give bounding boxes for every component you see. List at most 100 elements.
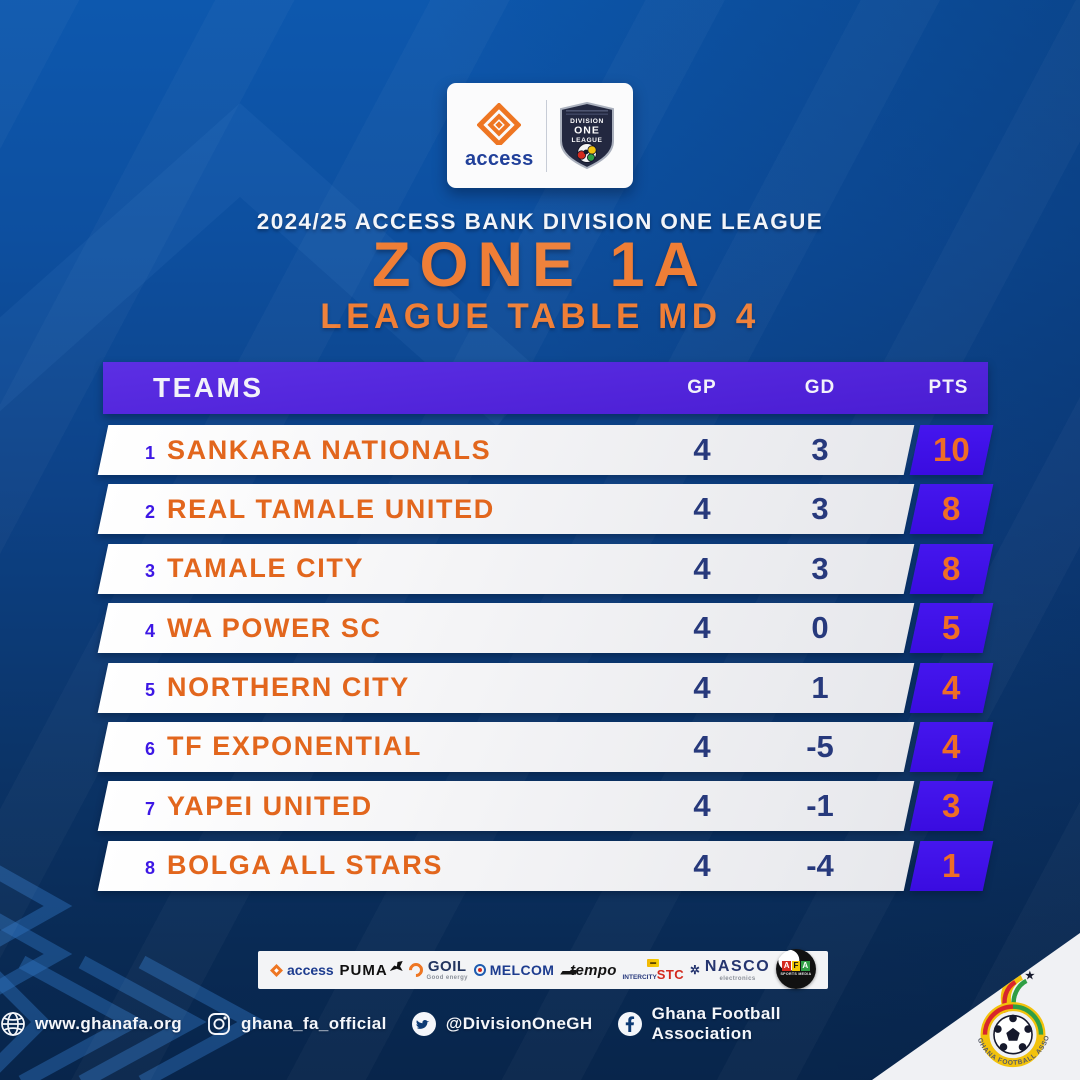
- sponsor-label: MELCOM: [489, 962, 555, 978]
- pts-block: 5: [909, 603, 994, 654]
- gp-value: 4: [693, 550, 711, 586]
- pts-value: 1: [942, 846, 961, 884]
- table-row: 1 SANKARA NATIONALS 4 3 10: [103, 425, 994, 475]
- instagram-icon: [208, 1013, 230, 1035]
- pts-block: 4: [909, 721, 994, 772]
- table-row: 5 NORTHERN CITY 4 1 4: [103, 662, 994, 713]
- badge-line1: DIVISION: [570, 118, 604, 125]
- gp-value: 4: [693, 728, 711, 764]
- pts-value: 8: [942, 549, 961, 587]
- team-name: TF EXPONENTIAL: [167, 731, 422, 762]
- sponsor-logo-tempo: tempo: [560, 963, 617, 978]
- rank: 2: [144, 501, 155, 522]
- pts-block: 8: [909, 543, 994, 594]
- team-name: BOLGA ALL STARS: [167, 850, 443, 881]
- zone-title: ZONE 1A: [371, 230, 709, 300]
- table-row: 3 TAMALE CITY 4 3 8: [103, 543, 994, 594]
- league-table-subtitle: LEAGUE TABLE MD 4: [320, 297, 760, 336]
- gd-value: 3: [811, 432, 829, 467]
- gd-value: 3: [811, 491, 829, 527]
- team-name: REAL TAMALE UNITED: [167, 493, 495, 524]
- team-name: YAPEI UNITED: [167, 790, 373, 821]
- sponsor-label: STC: [656, 966, 684, 982]
- gd-value: 1: [811, 669, 829, 705]
- gp-value: 4: [693, 788, 711, 824]
- afa-letter: A: [782, 961, 792, 971]
- league-table: TEAMS GP GD PTS 1 SANKARA NATIONALS 4 3 1…: [103, 362, 994, 900]
- globe-icon: [1, 1012, 25, 1036]
- pts-value: 8: [942, 490, 961, 528]
- team-name: WA POWER SC: [167, 612, 382, 643]
- sponsor-logo-intercity-stc: ▬ INTERCITY STC: [622, 958, 684, 982]
- gp-value: 4: [693, 669, 711, 705]
- table-row: 6 TF EXPONENTIAL 4 -5 4: [103, 721, 994, 772]
- gp-value: 4: [693, 491, 711, 527]
- sponsor-logo-puma: PUMA: [339, 961, 403, 979]
- team-name: TAMALE CITY: [167, 553, 365, 584]
- sponsor-label: GOIL: [427, 958, 467, 975]
- twitter-item: @DivisionOneGH: [411, 1011, 593, 1037]
- division-one-league-badge: DIVISION ONE LEAGUE: [560, 101, 615, 169]
- instagram-item: ghana_fa_official: [206, 1011, 387, 1037]
- goil-icon: [405, 960, 426, 980]
- tempo-truck-icon: [560, 969, 577, 975]
- twitter-handle: @DivisionOneGH: [445, 1014, 593, 1033]
- table-row: 7 YAPEI UNITED 4 -1 3: [103, 781, 994, 832]
- pts-value: 3: [942, 787, 961, 825]
- badge-line3: LEAGUE: [571, 137, 602, 144]
- column-header-pts: PTS: [928, 377, 969, 398]
- table-row: 4 WA POWER SC 4 0 5: [103, 603, 994, 654]
- sponsor-label: PUMA: [339, 961, 388, 979]
- competition-title: 2024/25 ACCESS BANK DIVISION ONE LEAGUE: [256, 209, 824, 234]
- team-name: NORTHERN CITY: [167, 672, 410, 703]
- facebook-page: Ghana Football Association: [651, 1004, 781, 1043]
- pts-value: 4: [942, 727, 961, 765]
- pts-value: 10: [933, 431, 970, 468]
- afa-letter: F: [792, 961, 800, 971]
- rank: 5: [144, 680, 155, 701]
- access-diamond-icon: [477, 102, 522, 145]
- stc-bus-icon: ▬: [647, 958, 660, 967]
- sponsor-tagline: SPORTS MEDIA: [780, 972, 812, 976]
- black-star: ★: [1024, 969, 1035, 983]
- gd-value: 0: [811, 610, 829, 646]
- facebook-icon: [617, 1012, 642, 1036]
- nasco-flake-icon: ✲: [689, 963, 700, 977]
- column-header-teams: TEAMS: [153, 372, 264, 403]
- gd-value: -1: [806, 788, 834, 824]
- sponsor-logo-goil: GOIL Good energy: [405, 958, 468, 981]
- table-row: 8 BOLGA ALL STARS 4 -4 1: [103, 840, 994, 891]
- pts-value: 4: [942, 668, 961, 706]
- column-header-gd: GD: [804, 377, 836, 398]
- gd-value: -4: [806, 847, 834, 883]
- sponsor-bar: access PUMA GOIL Good energy MELCOM temp…: [258, 948, 828, 989]
- gfa-corner: ★ GHANA FOOTBALL ASSOCIATION: [872, 933, 1080, 1080]
- gp-value: 4: [693, 610, 711, 646]
- rank: 3: [144, 561, 155, 582]
- pts-block: 3: [909, 781, 994, 832]
- facebook-item: Ghana Football Association: [617, 1004, 880, 1044]
- gp-value: 4: [693, 432, 711, 467]
- sponsor-logo-melcom: MELCOM: [473, 962, 555, 978]
- afa-letter: A: [800, 961, 810, 971]
- gd-value: 3: [811, 550, 829, 586]
- sponsor-logo-nasco: ✲ NASCO electronics: [689, 957, 771, 982]
- pts-block: 8: [909, 484, 994, 535]
- sponsor-tagline: electronics: [719, 975, 756, 982]
- table-row: 2 REAL TAMALE UNITED 4 3 8: [103, 484, 994, 535]
- badge-line2: ONE: [574, 124, 600, 136]
- sponsor-label: NASCO: [704, 957, 771, 975]
- sponsor-tagline: INTERCITY: [622, 973, 657, 981]
- website-text: www.ghanafa.org: [35, 1014, 183, 1033]
- rank: 8: [144, 858, 155, 879]
- pts-block: 1: [909, 840, 994, 891]
- footer-social-row: www.ghanafa.org ghana_fa_official @Divis…: [0, 1004, 880, 1044]
- gp-value: 4: [693, 847, 711, 883]
- twitter-icon: [411, 1012, 436, 1036]
- access-wordmark: access: [464, 147, 534, 170]
- melcom-icon: [473, 964, 486, 976]
- gd-value: -5: [806, 728, 834, 764]
- pts-value: 5: [942, 609, 961, 647]
- sponsor-label: access: [287, 962, 334, 978]
